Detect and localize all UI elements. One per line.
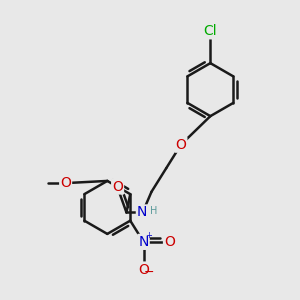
- Text: O: O: [164, 235, 175, 249]
- Text: +: +: [146, 231, 152, 240]
- Text: O: O: [138, 262, 149, 277]
- Text: O: O: [60, 176, 71, 190]
- Text: N: N: [138, 235, 149, 249]
- Text: Cl: Cl: [203, 24, 217, 38]
- Text: O: O: [112, 179, 123, 194]
- Text: H: H: [150, 206, 158, 216]
- Text: N: N: [137, 206, 147, 219]
- Text: O: O: [176, 138, 186, 152]
- Text: −: −: [144, 266, 155, 279]
